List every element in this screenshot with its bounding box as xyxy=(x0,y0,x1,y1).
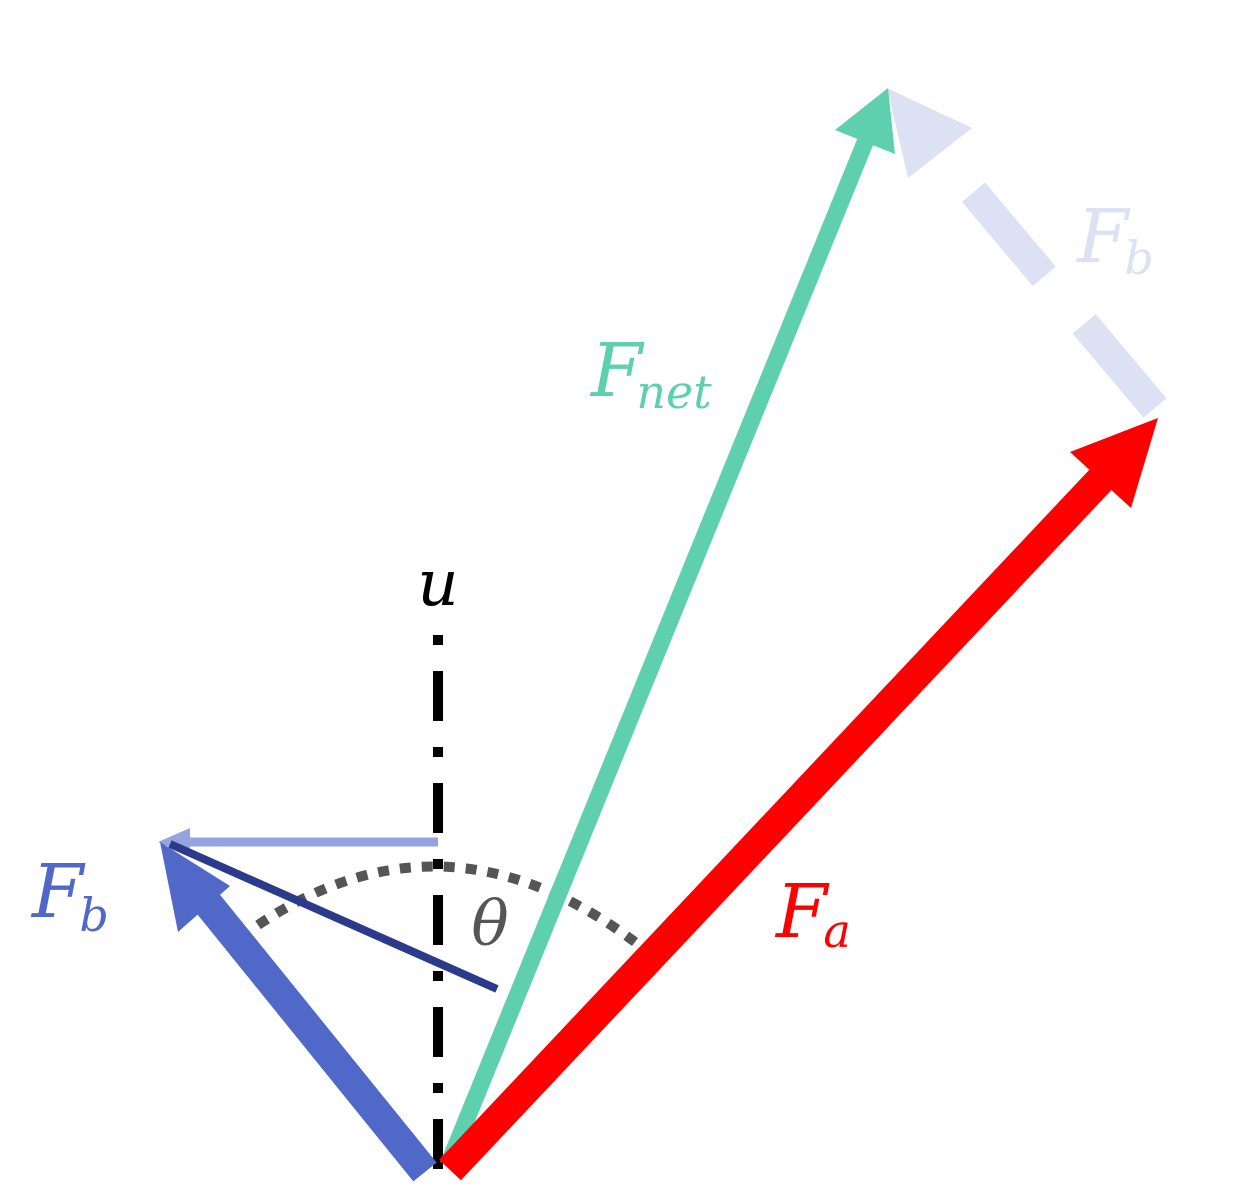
force-a-label: Fa xyxy=(774,869,851,958)
net-force-arrowhead xyxy=(835,88,895,154)
axis-u-label: u xyxy=(417,547,458,621)
force-b-ghost-label: Fb xyxy=(1075,194,1154,285)
force-b-arrowhead xyxy=(160,842,230,932)
force-b-label: Fb xyxy=(30,849,109,942)
net-force-shaft xyxy=(440,131,876,1169)
net-force-label-main: F xyxy=(589,328,645,414)
projection-line xyxy=(168,840,499,993)
net-force-label-sub: net xyxy=(636,365,712,419)
force-b-label-sub: b xyxy=(79,888,108,942)
force-b-ghost-arrowhead xyxy=(887,88,972,178)
force-b-ghost-label-main: F xyxy=(1075,194,1131,280)
angle-arc xyxy=(255,861,638,947)
force-b-ghost-label-sub: b xyxy=(1124,231,1153,285)
force-b-shaft xyxy=(193,890,437,1182)
force-a-label-sub: a xyxy=(823,904,850,958)
net-force-label: Fnet xyxy=(589,328,712,419)
force-a-arrowhead xyxy=(1070,418,1158,508)
force-a-label-main: F xyxy=(774,869,830,955)
angle-theta-label: θ xyxy=(471,887,508,960)
force-a-shaft xyxy=(439,464,1116,1181)
force-b-ghost-shaft xyxy=(926,140,1167,418)
force-b-label-main: F xyxy=(30,849,86,935)
